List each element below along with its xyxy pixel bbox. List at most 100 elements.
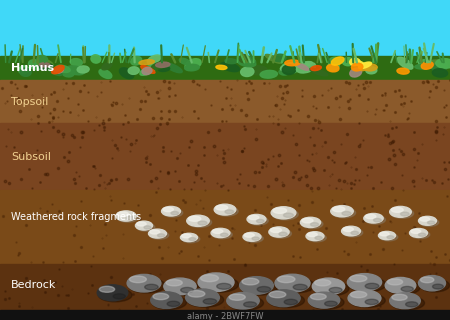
Bar bbox=[0, 310, 450, 320]
Bar bbox=[0, 190, 450, 264]
Ellipse shape bbox=[324, 301, 337, 306]
Ellipse shape bbox=[241, 67, 254, 76]
Ellipse shape bbox=[385, 277, 416, 293]
Ellipse shape bbox=[307, 234, 326, 242]
Ellipse shape bbox=[180, 287, 194, 293]
Ellipse shape bbox=[37, 55, 48, 63]
Ellipse shape bbox=[280, 62, 298, 71]
Ellipse shape bbox=[247, 214, 266, 224]
Ellipse shape bbox=[363, 64, 377, 71]
Ellipse shape bbox=[279, 70, 288, 75]
Ellipse shape bbox=[273, 208, 287, 213]
Ellipse shape bbox=[189, 238, 196, 241]
Ellipse shape bbox=[332, 208, 356, 218]
Ellipse shape bbox=[418, 276, 446, 291]
Bar bbox=[0, 0, 450, 56]
Ellipse shape bbox=[248, 216, 268, 225]
Ellipse shape bbox=[425, 60, 446, 68]
Ellipse shape bbox=[140, 64, 157, 75]
Ellipse shape bbox=[229, 294, 245, 300]
Ellipse shape bbox=[257, 286, 270, 292]
Ellipse shape bbox=[284, 213, 293, 217]
Ellipse shape bbox=[171, 212, 179, 215]
Ellipse shape bbox=[419, 60, 428, 66]
Ellipse shape bbox=[239, 276, 274, 294]
Ellipse shape bbox=[77, 66, 89, 73]
Ellipse shape bbox=[432, 69, 448, 77]
Ellipse shape bbox=[227, 292, 259, 309]
Ellipse shape bbox=[378, 231, 396, 240]
Ellipse shape bbox=[391, 296, 424, 310]
Ellipse shape bbox=[374, 219, 381, 222]
Ellipse shape bbox=[270, 229, 292, 238]
Ellipse shape bbox=[420, 218, 439, 227]
Ellipse shape bbox=[260, 70, 278, 78]
Ellipse shape bbox=[275, 274, 310, 292]
Ellipse shape bbox=[216, 205, 228, 210]
Ellipse shape bbox=[364, 213, 383, 223]
Ellipse shape bbox=[162, 206, 180, 216]
Ellipse shape bbox=[137, 222, 146, 226]
Ellipse shape bbox=[144, 226, 151, 229]
Ellipse shape bbox=[387, 279, 403, 285]
Ellipse shape bbox=[163, 209, 183, 217]
Ellipse shape bbox=[185, 59, 201, 70]
Ellipse shape bbox=[137, 223, 155, 231]
Ellipse shape bbox=[152, 295, 186, 309]
Ellipse shape bbox=[296, 63, 309, 70]
Ellipse shape bbox=[315, 280, 331, 286]
Ellipse shape bbox=[126, 216, 134, 220]
Ellipse shape bbox=[214, 204, 236, 215]
Ellipse shape bbox=[392, 294, 407, 300]
Ellipse shape bbox=[147, 55, 161, 64]
Ellipse shape bbox=[243, 232, 261, 241]
Ellipse shape bbox=[311, 66, 321, 71]
Ellipse shape bbox=[390, 206, 411, 217]
Ellipse shape bbox=[273, 54, 286, 62]
Ellipse shape bbox=[142, 68, 152, 75]
Ellipse shape bbox=[49, 68, 62, 76]
Ellipse shape bbox=[432, 284, 443, 289]
Ellipse shape bbox=[269, 291, 286, 298]
Ellipse shape bbox=[165, 63, 182, 73]
Text: Subsoil: Subsoil bbox=[11, 152, 51, 162]
Ellipse shape bbox=[156, 62, 170, 68]
Ellipse shape bbox=[113, 294, 126, 299]
Ellipse shape bbox=[380, 233, 398, 241]
Ellipse shape bbox=[139, 60, 154, 65]
Ellipse shape bbox=[151, 62, 167, 69]
Ellipse shape bbox=[347, 274, 382, 291]
Ellipse shape bbox=[306, 232, 324, 241]
Text: Topsoil: Topsoil bbox=[11, 97, 49, 107]
Ellipse shape bbox=[343, 227, 353, 231]
Ellipse shape bbox=[244, 233, 254, 237]
Ellipse shape bbox=[308, 292, 340, 308]
Ellipse shape bbox=[220, 233, 228, 236]
Ellipse shape bbox=[212, 229, 223, 233]
Ellipse shape bbox=[329, 287, 342, 293]
Ellipse shape bbox=[268, 293, 305, 308]
Ellipse shape bbox=[312, 278, 345, 295]
Ellipse shape bbox=[252, 237, 259, 240]
Ellipse shape bbox=[28, 60, 43, 70]
Ellipse shape bbox=[39, 63, 53, 69]
Ellipse shape bbox=[366, 67, 377, 74]
Ellipse shape bbox=[411, 230, 430, 239]
Ellipse shape bbox=[165, 282, 201, 296]
Ellipse shape bbox=[387, 281, 420, 294]
Ellipse shape bbox=[360, 63, 372, 71]
Bar bbox=[0, 264, 450, 310]
Ellipse shape bbox=[239, 54, 248, 63]
Ellipse shape bbox=[405, 302, 418, 307]
Ellipse shape bbox=[391, 209, 414, 218]
Ellipse shape bbox=[188, 291, 205, 297]
Ellipse shape bbox=[201, 275, 219, 282]
Bar bbox=[0, 123, 450, 190]
Ellipse shape bbox=[217, 283, 231, 289]
Ellipse shape bbox=[182, 235, 200, 243]
Ellipse shape bbox=[420, 279, 450, 292]
Ellipse shape bbox=[302, 220, 323, 228]
Ellipse shape bbox=[410, 228, 427, 237]
Ellipse shape bbox=[184, 64, 199, 71]
Ellipse shape bbox=[293, 284, 307, 290]
